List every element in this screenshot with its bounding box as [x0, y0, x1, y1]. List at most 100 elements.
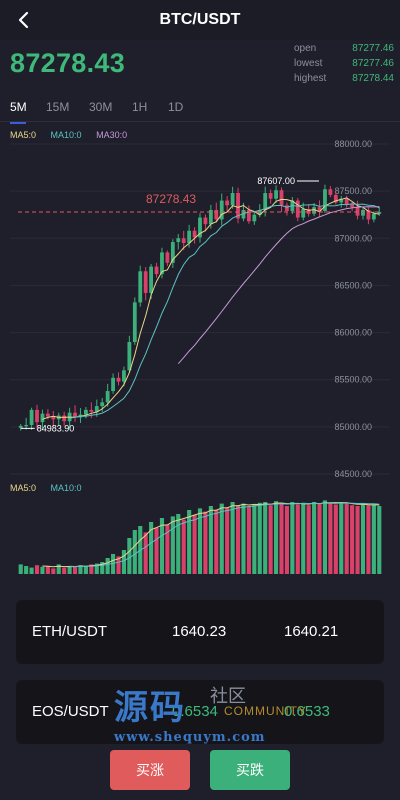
candle-body	[116, 377, 121, 382]
y-tick-label: 88000.00	[334, 140, 372, 149]
candle-body	[274, 190, 278, 199]
candle-body	[219, 200, 224, 220]
market-card-eth[interactable]: ETH/USDT 1640.23 1640.21	[16, 600, 384, 664]
volume-bar	[192, 514, 197, 574]
tab-1h[interactable]: 1H	[132, 100, 148, 114]
volume-bar	[317, 503, 322, 574]
market-value-2: 1640.21	[284, 623, 339, 640]
volume-ma-legend: MA5:0 MA10:0	[10, 483, 82, 493]
candle-body	[328, 189, 333, 195]
ma30-line	[177, 206, 380, 365]
volume-bar	[306, 505, 311, 574]
candle-body	[246, 210, 251, 222]
market-value-1: 0.6534	[172, 703, 218, 720]
low-price-label: 84983.90	[37, 423, 75, 433]
volume-bar	[132, 530, 137, 574]
top-bar: BTC/USDT	[0, 0, 400, 40]
volume-bar	[225, 507, 230, 574]
candle-body	[24, 424, 29, 427]
volume-bar	[181, 519, 186, 574]
ma30-label: MA30:0	[96, 130, 128, 140]
volume-bar	[230, 502, 235, 574]
last-price: 87278.43	[10, 48, 126, 78]
ticker-stats: open 87277.46 lowest 87277.46 highest 87…	[294, 41, 394, 86]
volume-bar	[45, 566, 50, 574]
candle-body	[295, 200, 300, 218]
tab-30m[interactable]: 30M	[89, 100, 113, 114]
candle-body	[105, 391, 110, 403]
volume-bar	[257, 502, 262, 574]
volume-bar	[252, 504, 257, 574]
stat-lowest: lowest 87277.46	[294, 56, 394, 71]
volume-bar	[203, 511, 208, 574]
tab-1d[interactable]: 1D	[168, 100, 184, 114]
candle-body	[371, 213, 376, 220]
volume-bar	[355, 506, 360, 574]
volume-bar	[333, 504, 338, 574]
y-tick-label: 84500.00	[334, 469, 372, 479]
volume-bar	[111, 554, 116, 574]
candle-body	[122, 370, 126, 382]
volume-chart	[18, 500, 382, 574]
stat-highest: highest 87278.44	[294, 71, 394, 86]
candle-body	[132, 302, 137, 342]
candle-body	[268, 193, 273, 199]
buy-up-button[interactable]: 买涨	[110, 750, 190, 790]
interval-tabs: 5M 15M 30M 1H 1D	[0, 100, 400, 124]
candle-body	[350, 204, 355, 208]
volume-bar	[67, 566, 72, 574]
candle-body	[187, 230, 192, 243]
candle-body	[73, 412, 77, 418]
volume-bar	[127, 538, 132, 574]
candle-body	[366, 210, 371, 220]
candle-body	[252, 214, 257, 222]
volume-bar	[24, 566, 29, 574]
market-value-1: 1640.23	[172, 623, 227, 640]
volume-bar	[154, 527, 159, 574]
volume-bar	[51, 568, 56, 574]
volume-bar	[72, 566, 78, 574]
candle-body	[84, 409, 88, 415]
volume-bar	[105, 558, 110, 574]
candle-body	[100, 402, 105, 407]
stat-open-value: 87277.46	[352, 43, 394, 54]
candle-body	[344, 198, 349, 205]
volume-bar	[89, 564, 94, 574]
stat-highest-value: 87278.44	[352, 73, 394, 84]
candle-body	[361, 210, 365, 216]
tab-15m[interactable]: 15M	[46, 100, 70, 114]
stat-lowest-value: 87277.46	[352, 58, 394, 69]
candle-body	[306, 209, 311, 214]
candle-body	[323, 189, 327, 211]
market-card-eos[interactable]: EOS/USDT 0.6534 0.6533	[16, 680, 384, 744]
candlestick-chart[interactable]: 88000.00 87500.00 87000.00 86500.00 86000.00…	[0, 140, 400, 480]
divider	[0, 121, 400, 122]
volume-bar	[149, 522, 154, 574]
volume-bar	[40, 566, 45, 574]
candle-body	[111, 377, 115, 392]
chevron-left-icon[interactable]	[14, 10, 34, 30]
candle-body	[355, 207, 360, 216]
volume-bar	[328, 502, 333, 574]
volume-bar	[273, 501, 279, 574]
candle-body	[198, 217, 202, 238]
volume-bar	[214, 510, 219, 574]
market-pair: EOS/USDT	[32, 703, 109, 720]
volume-bar	[350, 505, 355, 574]
buy-down-button[interactable]: 买跌	[210, 750, 290, 790]
volume-bar	[279, 503, 284, 574]
volume-bar	[284, 506, 289, 574]
volume-bar	[100, 562, 105, 574]
volume-bar	[322, 500, 328, 574]
ma10-label: MA10:0	[50, 130, 82, 140]
candle-body	[181, 238, 186, 243]
candle-body	[263, 193, 268, 210]
volume-bar	[29, 567, 34, 574]
volume-bar	[246, 506, 251, 574]
y-tick-label: 86000.00	[334, 328, 372, 338]
tab-5m[interactable]: 5M	[10, 100, 27, 114]
candle-body	[170, 242, 175, 263]
volume-bar	[62, 567, 67, 574]
volume-bar	[301, 502, 306, 574]
y-tick-label: 85500.00	[334, 375, 372, 385]
